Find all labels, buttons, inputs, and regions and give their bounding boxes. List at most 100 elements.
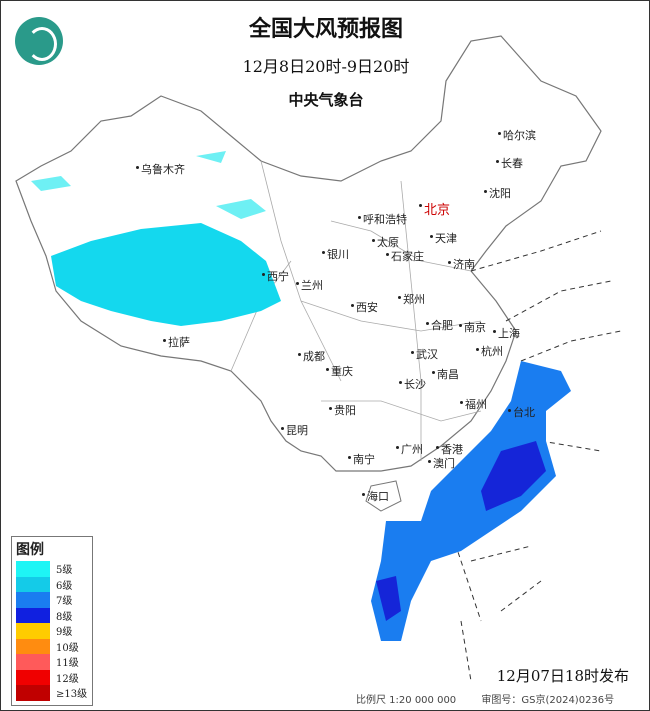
legend-item: 11级 (12, 654, 92, 670)
legend-item: 8级 (12, 607, 92, 623)
city-label: 西安 (356, 301, 378, 314)
city-marker (396, 446, 399, 449)
city-label: 长春 (501, 157, 523, 170)
city-marker (329, 407, 332, 410)
legend-label: 11级 (56, 658, 79, 670)
city-marker (411, 351, 414, 354)
city-marker (351, 304, 354, 307)
city-marker (322, 251, 325, 254)
wind-area-7-sea (371, 361, 571, 641)
city-marker (136, 166, 139, 169)
legend-swatch (16, 623, 50, 639)
city-label: 哈尔滨 (503, 129, 536, 142)
wind-area-5-north (31, 151, 266, 219)
city-label: 北京 (424, 203, 451, 218)
legend-swatch (16, 669, 50, 685)
legend-item: 6级 (12, 576, 92, 592)
wind-area-6-plateau (51, 223, 281, 326)
legend-label: 8级 (56, 611, 73, 623)
city-label: 兰州 (301, 279, 323, 292)
legend-item: 7级 (12, 592, 92, 608)
city-marker (163, 339, 166, 342)
city-marker (348, 456, 351, 459)
city-label: 合肥 (431, 319, 453, 332)
city-label: 天津 (435, 232, 457, 245)
map-footer: 比例尺 1:20 000 000 审图号：GS京(2024)0236号 (356, 691, 636, 706)
legend-item: ≥13级 (12, 685, 92, 701)
city-marker (362, 493, 365, 496)
legend: 图例 5级 6级 7级 8级 9级 10级 11级 12级 ≥13级 (11, 536, 93, 706)
legend-label: 12级 (56, 673, 79, 685)
city-label: 济南 (453, 258, 475, 271)
agency-name: 中央气象台 (288, 91, 364, 109)
city-label: 银川 (327, 248, 349, 261)
map-scale: 比例尺 1:20 000 000 (356, 695, 457, 706)
city-label: 长沙 (404, 378, 426, 391)
wind-area-8-strait (376, 441, 546, 621)
city-marker (426, 322, 429, 325)
city-marker (281, 427, 284, 430)
city-label: 上海 (498, 327, 520, 340)
city-label: 香港 (441, 443, 463, 456)
legend-item: 10级 (12, 638, 92, 654)
cma-logo-icon (15, 17, 63, 65)
city-marker (419, 204, 422, 207)
city-marker (476, 348, 479, 351)
city-marker (498, 132, 501, 135)
city-marker (436, 446, 439, 449)
city-label: 西宁 (267, 270, 289, 283)
legend-item: 5级 (12, 561, 92, 577)
legend-item: 12级 (12, 669, 92, 685)
city-marker (432, 371, 435, 374)
china-outline (15, 35, 602, 472)
city-marker (372, 239, 375, 242)
city-label: 南宁 (353, 453, 375, 466)
legend-swatch (16, 685, 50, 701)
city-marker (326, 368, 329, 371)
city-label: 广州 (401, 443, 423, 456)
city-marker (358, 216, 361, 219)
city-label: 杭州 (481, 345, 503, 358)
legend-swatch (16, 607, 50, 623)
legend-label: 5级 (56, 565, 73, 577)
city-label: 重庆 (331, 365, 353, 378)
city-label: 乌鲁木齐 (141, 163, 185, 176)
city-label: 南昌 (437, 368, 459, 381)
legend-label: 10级 (56, 642, 79, 654)
city-label: 福州 (465, 398, 487, 411)
legend-swatch (16, 561, 50, 577)
city-marker (459, 324, 462, 327)
city-marker (386, 253, 389, 256)
legend-label: 9级 (56, 627, 73, 639)
legend-label: ≥13级 (56, 689, 88, 701)
city-marker (430, 235, 433, 238)
city-marker (398, 296, 401, 299)
city-label: 贵阳 (334, 404, 356, 417)
city-label: 海口 (367, 490, 389, 503)
city-marker (496, 160, 499, 163)
city-marker (428, 460, 431, 463)
city-marker (298, 353, 301, 356)
forecast-period: 12月8日20时-9日20时 (242, 57, 410, 76)
legend-swatch (16, 654, 50, 670)
city-label: 澳门 (433, 457, 455, 470)
city-label: 成都 (303, 350, 325, 363)
city-label: 沈阳 (489, 187, 511, 200)
legend-swatch (16, 592, 50, 608)
city-marker (460, 401, 463, 404)
city-marker (493, 330, 496, 333)
map-approval-number: 审图号：GS京(2024)0236号 (481, 695, 615, 706)
legend-item: 9级 (12, 623, 92, 639)
legend-swatch (16, 638, 50, 654)
legend-label: 6级 (56, 580, 73, 592)
city-marker (399, 381, 402, 384)
hainan-island (365, 480, 402, 512)
city-marker (508, 409, 511, 412)
city-label: 拉萨 (168, 336, 190, 349)
city-label: 南京 (464, 321, 486, 334)
legend-title: 图例 (16, 542, 44, 558)
city-label: 武汉 (416, 348, 438, 361)
city-label: 台北 (513, 406, 535, 419)
